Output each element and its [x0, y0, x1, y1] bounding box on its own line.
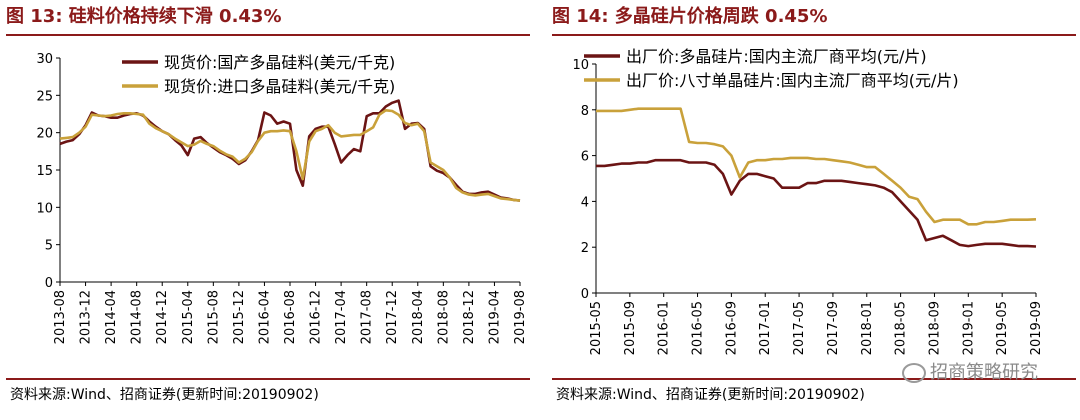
- series-line-0: [59, 99, 521, 202]
- x-tick-label: 2016-12: [309, 290, 324, 344]
- x-tick-label: 2017-12: [385, 290, 400, 344]
- x-tick-label: 2018-12: [462, 290, 477, 344]
- title-divider-right: [552, 34, 1076, 36]
- series-line-0: [596, 158, 1037, 248]
- series-line-1: [596, 107, 1037, 226]
- y-tick-label: 0: [45, 276, 53, 291]
- y-tick-label: 10: [572, 58, 589, 73]
- source-note-right: 资料来源:Wind、招商证券(更新时间:20190902): [556, 387, 865, 403]
- x-tick-label: 2015-04: [181, 290, 196, 344]
- chart-panel-wafer-price: 图 14: 多晶硅片价格周跌 0.45% 0 2 4 6 8 10 2015-05 2015-…: [552, 0, 1076, 420]
- x-tick-label: 2019-08: [513, 290, 528, 344]
- line-chart-silicon-price: 0 5 10 15 20 25 30 2013-08 2013-12 2014-04 2014-08…: [36, 52, 528, 344]
- x-tick-label: 2017-09: [826, 301, 841, 355]
- x-tick-label: 2016-08: [283, 290, 298, 344]
- x-tick-label: 2019-01: [961, 301, 976, 355]
- legend-label-0: 出厂价:多晶硅片:国内主流厂商平均(元/片): [626, 47, 927, 66]
- series-line-1: [59, 109, 521, 202]
- legend-label-1: 出厂价:八寸单晶硅片:国内主流厂商平均(元/片): [626, 71, 959, 90]
- x-tick-label: 2018-09: [927, 301, 942, 355]
- x-tick-label: 2018-05: [894, 301, 909, 355]
- x-tick-label: 2019-04: [487, 290, 502, 344]
- y-tick-label: 10: [36, 201, 53, 216]
- line-chart-wafer-price: 0 2 4 6 8 10 2015-05 2015-09 2016-01 2016-05 2016-…: [572, 47, 1044, 355]
- x-tick-label: 2017-05: [792, 301, 807, 355]
- y-tick-label: 2: [581, 241, 589, 256]
- chart-panel-silicon-material: 图 13: 硅料价格持续下滑 0.43% 0 5 10 15 20 25 30 2013-08…: [6, 0, 530, 420]
- y-tick-label: 8: [581, 104, 589, 119]
- wechat-icon: [902, 363, 926, 383]
- y-tick-label: 15: [36, 164, 53, 179]
- x-tick-label: 2016-01: [657, 301, 672, 355]
- x-tick-label: 2014-08: [130, 290, 145, 344]
- y-tick-label: 6: [581, 150, 589, 165]
- x-tick-label: 2017-04: [334, 290, 349, 344]
- x-tick-label: 2019-05: [995, 301, 1010, 355]
- chart-title-right: 图 14: 多晶硅片价格周跌 0.45%: [552, 6, 828, 27]
- x-tick-label: 2018-04: [411, 290, 426, 344]
- x-tick-label: 2017-08: [360, 290, 375, 344]
- source-divider-left: [6, 378, 530, 380]
- x-tick-label: 2018-01: [860, 301, 875, 355]
- y-tick-label: 20: [36, 127, 53, 142]
- title-divider-left: [6, 34, 530, 36]
- x-tick-label: 2019-09: [1029, 301, 1044, 355]
- legend-label-0: 现货价:国产多晶硅料(美元/千克): [164, 53, 395, 72]
- x-tick-label: 2016-05: [691, 301, 706, 355]
- y-tick-label: 25: [36, 89, 53, 104]
- x-tick-label: 2017-01: [758, 301, 773, 355]
- y-tick-label: 4: [581, 195, 589, 210]
- x-tick-label: 2015-09: [623, 301, 638, 355]
- y-tick-label: 30: [36, 52, 53, 67]
- y-tick-label: 0: [581, 287, 589, 302]
- x-tick-label: 2016-09: [724, 301, 739, 355]
- y-tick-label: 5: [45, 239, 53, 254]
- x-tick-label: 2015-08: [206, 290, 221, 344]
- x-tick-label: 2018-08: [436, 290, 451, 344]
- x-tick-label: 2014-12: [155, 290, 170, 344]
- source-note-left: 资料来源:Wind、招商证券(更新时间:20190902): [10, 387, 319, 403]
- x-tick-label: 2013-08: [53, 290, 68, 344]
- watermark-text: 招商策略研究: [930, 362, 1038, 383]
- x-tick-label: 2013-12: [79, 290, 94, 344]
- x-tick-label: 2014-04: [104, 290, 119, 344]
- legend-label-1: 现货价:进口多晶硅料(美元/千克): [164, 77, 395, 96]
- watermark: 招商策略研究: [902, 358, 1038, 384]
- x-tick-label: 2016-04: [257, 290, 272, 344]
- chart-title-left: 图 13: 硅料价格持续下滑 0.43%: [6, 6, 282, 27]
- source-divider-right: [552, 378, 1076, 380]
- x-tick-label: 2015-12: [232, 290, 247, 344]
- x-tick-label: 2015-05: [589, 301, 604, 355]
